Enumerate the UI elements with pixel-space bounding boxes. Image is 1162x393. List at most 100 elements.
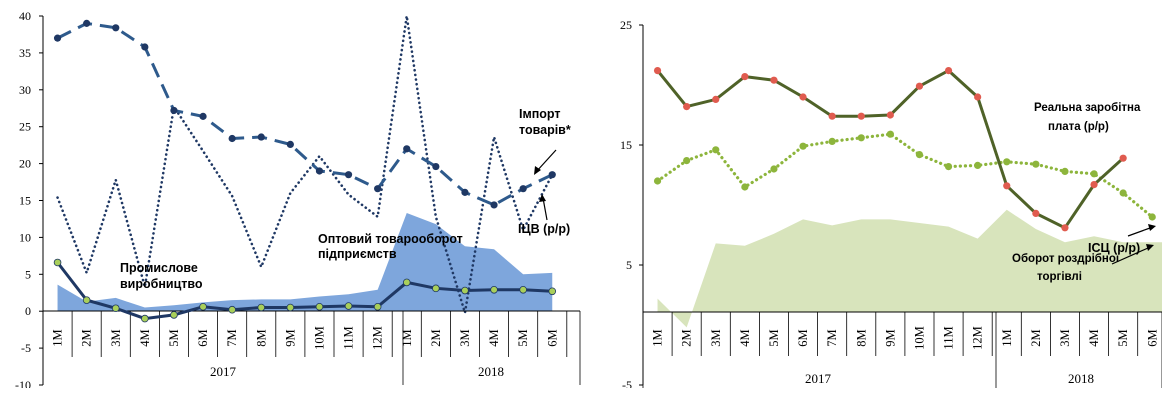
right-category-label: 2M: [680, 329, 694, 346]
cpi-point: [683, 157, 691, 165]
real-wage-point: [1032, 209, 1040, 217]
right-category-label: 6M: [1145, 329, 1159, 346]
left-category-label: 1M: [400, 329, 414, 346]
goods-import-point: [141, 43, 149, 51]
left-y-tick-label: 5: [25, 267, 31, 281]
real-wage-point: [915, 82, 924, 90]
cpi-point: [974, 161, 982, 169]
industrial-production-point: [548, 287, 557, 296]
cpi-point: [886, 130, 894, 138]
retail-turnover-label: Оборот роздрібної: [1012, 253, 1120, 265]
industrial-production-point: [519, 285, 527, 294]
real-wage-point: [741, 73, 749, 81]
real-wage-point: [886, 111, 894, 119]
left-y-tick-label: -10: [15, 378, 31, 388]
left-y-tick-label: 10: [19, 230, 31, 244]
right-chart: 1M 2M 3M 4M 5M 6M 7M 8M 9M 10M 11M 12M 1M 2M 3M 4M 5M 6M 2…: [620, 18, 1162, 392]
left-category-label: 5M: [516, 329, 530, 346]
goods-import-point: [257, 133, 265, 141]
real-wage-label: плата (р/р): [1048, 121, 1109, 133]
left-y-tick-label: 25: [19, 120, 31, 134]
cpi-point: [915, 151, 924, 159]
industrial-production-point: [53, 258, 62, 267]
left-category-label: 6M: [196, 329, 210, 346]
cpi-point: [1090, 170, 1098, 178]
industrial-production-point: [82, 296, 91, 304]
real-wage-point: [944, 67, 953, 75]
goods-import-point: [548, 171, 556, 179]
left-y-tick-label: 20: [19, 157, 31, 171]
retail-turnover-label: торгівлі: [1037, 271, 1082, 283]
left-y-tick-label: 35: [19, 46, 31, 60]
goods-import-point: [170, 106, 178, 115]
real-wage-point: [828, 112, 836, 120]
real-wage-point: [770, 76, 778, 84]
right-category-label: 8M: [854, 329, 868, 346]
left-category-label: 9M: [283, 329, 297, 346]
right-category-label: 3M: [709, 329, 723, 346]
real-wage-point: [1119, 154, 1127, 162]
right-y-tick-label: -5: [622, 378, 632, 388]
industrial-production-label: Промислове: [120, 261, 198, 275]
goods-import-point: [374, 185, 382, 193]
left-category-label: 8M: [254, 329, 268, 346]
real-wage-line: [656, 68, 1125, 230]
goods-import-point: [490, 201, 498, 209]
industrial-production-point: [228, 305, 236, 314]
industrial-production-line: [56, 261, 553, 321]
left-category-label: 2M: [429, 329, 443, 346]
left-y-tick-label: 15: [19, 194, 31, 208]
left-y-tick-label: -5: [21, 341, 31, 355]
real-wage-point: [683, 103, 691, 111]
real-wage-point: [974, 93, 982, 101]
left-category-label: 1M: [51, 329, 65, 346]
industrial-production-point: [170, 311, 178, 319]
cpi-point: [712, 146, 720, 154]
industrial-production-point: [432, 284, 440, 293]
real-wage-point: [857, 112, 865, 120]
industrial-production-point: [141, 314, 149, 323]
wholesale-turnover-label: підприємств: [318, 247, 397, 261]
goods-import-point: [461, 188, 469, 196]
cpi-point: [828, 137, 836, 145]
industrial-production-point: [286, 303, 295, 312]
retail-turnover-arrow: [1111, 247, 1149, 265]
real-wage-point: [1061, 224, 1069, 232]
goods-import-point: [286, 140, 294, 149]
left-y-tick-label: 0: [25, 304, 31, 318]
right-y-tick-label: 15: [620, 138, 632, 152]
industrial-production-label: виробництво: [120, 277, 203, 291]
left-category-label: 4M: [138, 329, 152, 346]
real-wage-point: [653, 67, 662, 75]
cpi-line: [655, 132, 1154, 219]
cpi-point: [1003, 158, 1011, 166]
goods-import-point: [83, 19, 91, 27]
goods-import-arrow: [535, 149, 557, 173]
goods-import-point: [403, 145, 411, 153]
wholesale-turnover-label: Оптовий товарооборот: [318, 232, 463, 246]
left-category-label: 2M: [80, 329, 94, 346]
goods-import-point: [315, 167, 324, 175]
goods-import-arrowhead: [534, 166, 541, 175]
industrial-production-point: [111, 304, 120, 313]
right-year-label: 2017: [805, 371, 832, 386]
left-category-label: 3M: [458, 329, 472, 346]
retail-turnover-arrowhead: [1146, 244, 1154, 251]
right-y-tick-label: 25: [620, 18, 632, 32]
right-category-label: 6M: [796, 329, 810, 346]
right-category-label: 7M: [825, 329, 839, 346]
goods-import-point: [112, 24, 120, 32]
left-y-tick-label: 30: [19, 83, 31, 97]
industrial-production-point: [490, 285, 498, 294]
cpi-point: [857, 134, 865, 142]
cpi-point: [770, 165, 778, 173]
right-category-label: 5M: [1116, 329, 1130, 346]
left-category-label: 7M: [225, 329, 239, 346]
industrial-production-point: [402, 278, 411, 287]
cpi-point: [653, 177, 662, 185]
industrial-production-point: [315, 302, 324, 311]
cpi-point: [799, 142, 807, 150]
left-category-label: 10M: [312, 326, 326, 350]
producer-price-index-arrowhead: [539, 194, 546, 202]
